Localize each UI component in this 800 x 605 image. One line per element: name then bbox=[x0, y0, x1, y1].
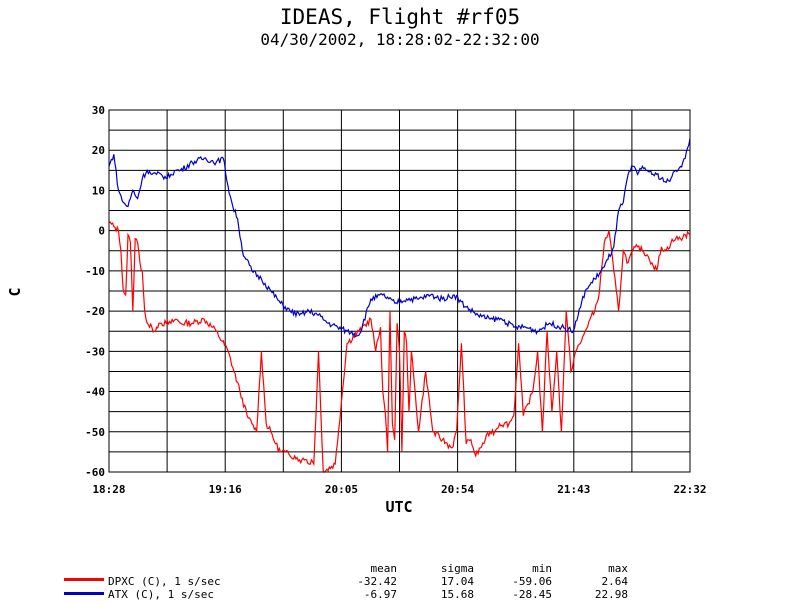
y-tick-label: -30 bbox=[85, 345, 105, 358]
legend-label-dpxc: DPXC (C), 1 s/sec bbox=[108, 575, 221, 588]
y-tick-label: 0 bbox=[98, 225, 105, 238]
stat-dpxc-min: -59.06 bbox=[512, 575, 552, 588]
y-tick-label: 30 bbox=[92, 104, 105, 117]
stat-dpxc-max: 2.64 bbox=[601, 575, 629, 588]
stats-header-sigma: sigma bbox=[440, 562, 474, 575]
y-tick-label: 10 bbox=[92, 184, 105, 197]
stat-atx-mean: -6.97 bbox=[363, 588, 397, 601]
y-tick-label: -10 bbox=[85, 265, 105, 278]
y-tick-label: 20 bbox=[92, 144, 105, 157]
x-tick-label: 21:43 bbox=[557, 483, 590, 496]
plot-grid bbox=[109, 110, 690, 472]
x-tick-label: 22:32 bbox=[673, 483, 706, 496]
chart-subtitle: 04/30/2002, 18:28:02-22:32:00 bbox=[260, 30, 540, 49]
y-tick-label: -20 bbox=[85, 305, 105, 318]
series-line-atx bbox=[108, 138, 691, 338]
x-tick-labels: 18:28 19:16 20:05 20:54 21:43 22:32 bbox=[92, 483, 706, 496]
y-tick-label: -40 bbox=[85, 386, 105, 399]
stats-header-max: max bbox=[608, 562, 628, 575]
x-axis-label: UTC bbox=[385, 498, 412, 516]
legend-label-atx: ATX (C), 1 s/sec bbox=[108, 588, 214, 601]
series-layer bbox=[108, 138, 691, 473]
series-line-dpxc bbox=[108, 221, 691, 473]
stat-dpxc-sigma: 17.04 bbox=[440, 575, 474, 588]
y-tick-labels: 30 20 10 0 -10 -20 -30 -40 -50 -60 bbox=[85, 104, 105, 479]
y-tick-label: -60 bbox=[85, 466, 105, 479]
stat-atx-sigma: 15.68 bbox=[440, 588, 474, 601]
x-tick-label: 18:28 bbox=[92, 483, 125, 496]
x-tick-label: 20:54 bbox=[441, 483, 474, 496]
stats-header-min: min bbox=[532, 562, 552, 575]
x-tick-label: 20:05 bbox=[325, 483, 358, 496]
legend-swatch-dpxc bbox=[64, 578, 104, 581]
stat-atx-max: 22.98 bbox=[594, 588, 628, 601]
y-tick-label: -50 bbox=[85, 426, 105, 439]
stat-atx-min: -28.45 bbox=[512, 588, 552, 601]
stat-dpxc-mean: -32.42 bbox=[357, 575, 397, 588]
chart-title: IDEAS, Flight #rf05 bbox=[279, 5, 521, 29]
x-tick-label: 19:16 bbox=[209, 483, 242, 496]
plot-frame bbox=[108, 109, 691, 473]
stats-header-mean: mean bbox=[370, 562, 398, 575]
legend-swatch-atx bbox=[64, 592, 104, 595]
y-axis-label: C bbox=[6, 287, 24, 296]
